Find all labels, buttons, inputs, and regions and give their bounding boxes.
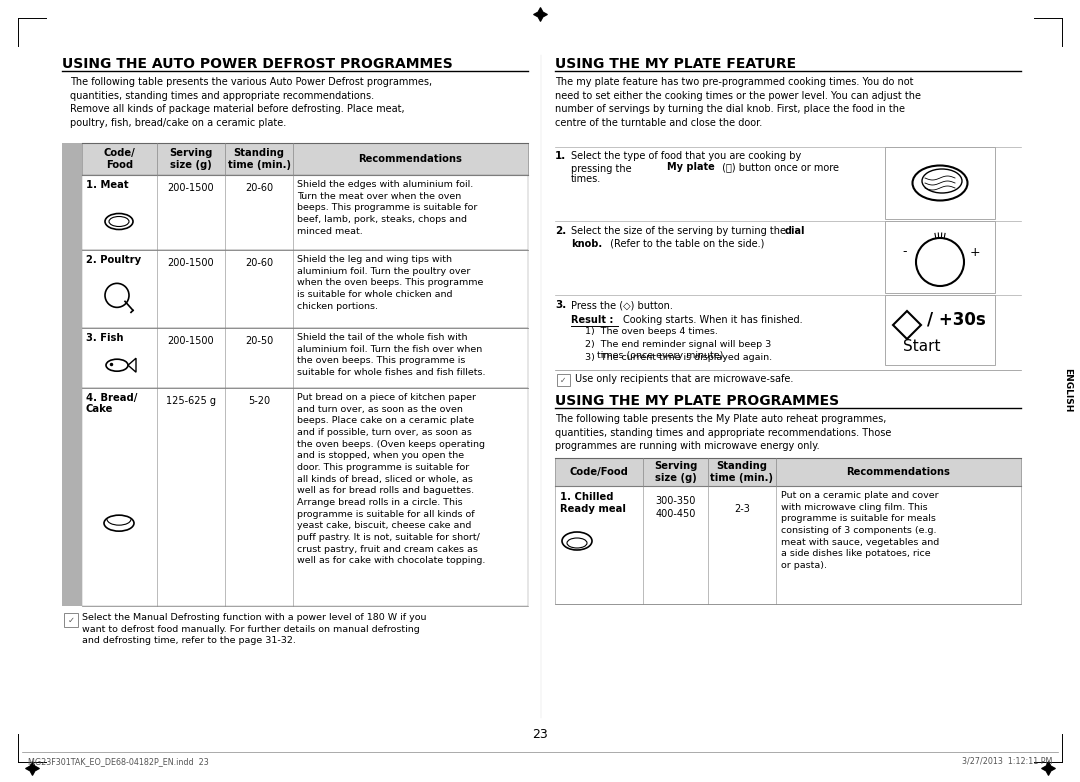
Text: (Refer to the table on the side.): (Refer to the table on the side.) bbox=[607, 239, 765, 249]
Bar bbox=[62, 143, 82, 583]
Text: Result :: Result : bbox=[571, 315, 613, 325]
Text: Press the (◇) button.: Press the (◇) button. bbox=[571, 300, 673, 310]
Text: ✓: ✓ bbox=[559, 375, 566, 385]
Bar bbox=[82, 143, 528, 175]
Text: ENGLISH: ENGLISH bbox=[1064, 368, 1072, 412]
Text: 200-1500: 200-1500 bbox=[167, 336, 214, 346]
Text: USING THE MY PLATE PROGRAMMES: USING THE MY PLATE PROGRAMMES bbox=[555, 394, 839, 408]
Text: Standing
time (min.): Standing time (min.) bbox=[711, 461, 773, 482]
Text: 5-20: 5-20 bbox=[248, 396, 270, 406]
Text: The following table presents the My Plate auto reheat programmes,
quantities, st: The following table presents the My Plat… bbox=[555, 414, 891, 451]
Text: Put on a ceramic plate and cover
with microwave cling film. This
programme is su: Put on a ceramic plate and cover with mi… bbox=[781, 491, 940, 570]
Text: ✓: ✓ bbox=[67, 615, 75, 625]
Bar bbox=[82, 250, 528, 328]
Bar bbox=[555, 458, 1021, 486]
Text: 2.: 2. bbox=[555, 226, 566, 236]
Bar bbox=[82, 328, 528, 388]
Text: 3. Fish: 3. Fish bbox=[86, 333, 123, 343]
Text: Select the Manual Defrosting function with a power level of 180 W if you
want to: Select the Manual Defrosting function wi… bbox=[82, 613, 427, 645]
Text: times.: times. bbox=[571, 174, 602, 184]
Text: 20-60: 20-60 bbox=[245, 258, 273, 268]
Bar bbox=[885, 147, 995, 219]
Text: Cooking starts. When it has finished.: Cooking starts. When it has finished. bbox=[623, 315, 802, 325]
Bar bbox=[82, 388, 528, 606]
Text: Code/
Food: Code/ Food bbox=[104, 149, 135, 170]
Text: 20-60: 20-60 bbox=[245, 183, 273, 193]
Text: Ready meal: Ready meal bbox=[561, 504, 626, 514]
Text: 200-1500: 200-1500 bbox=[167, 183, 214, 193]
Text: -: - bbox=[903, 246, 907, 259]
Text: Code/Food: Code/Food bbox=[569, 467, 629, 477]
Text: USING THE AUTO POWER DEFROST PROGRAMMES: USING THE AUTO POWER DEFROST PROGRAMMES bbox=[62, 57, 453, 71]
Bar bbox=[64, 613, 78, 627]
Text: / +30s: / +30s bbox=[927, 311, 986, 329]
Text: 23: 23 bbox=[532, 728, 548, 741]
Text: 125-625 g: 125-625 g bbox=[166, 396, 216, 406]
Text: USING THE MY PLATE FEATURE: USING THE MY PLATE FEATURE bbox=[555, 57, 796, 71]
Text: Standing
time (min.): Standing time (min.) bbox=[228, 149, 291, 170]
Bar bbox=[82, 175, 528, 250]
Text: Recommendations: Recommendations bbox=[359, 154, 462, 164]
Text: Put bread on a piece of kitchen paper
and turn over, as soon as the oven
beeps. : Put bread on a piece of kitchen paper an… bbox=[297, 393, 485, 565]
Text: 300-350
400-450: 300-350 400-450 bbox=[656, 496, 696, 519]
Text: 3/27/2013  1:12:11 PM: 3/27/2013 1:12:11 PM bbox=[961, 757, 1052, 766]
Text: 3.: 3. bbox=[555, 300, 566, 310]
Text: Serving
size (g): Serving size (g) bbox=[170, 149, 213, 170]
Text: 20-50: 20-50 bbox=[245, 336, 273, 346]
Text: Select the type of food that you are cooking by
pressing the: Select the type of food that you are coo… bbox=[571, 151, 801, 174]
Bar bbox=[62, 143, 82, 606]
Text: Start: Start bbox=[903, 339, 941, 354]
Text: (Ⓜ) button once or more: (Ⓜ) button once or more bbox=[719, 163, 839, 173]
Text: Shield the leg and wing tips with
aluminium foil. Turn the poultry over
when the: Shield the leg and wing tips with alumin… bbox=[297, 255, 484, 310]
Text: knob.: knob. bbox=[571, 239, 603, 249]
Text: 200-1500: 200-1500 bbox=[167, 258, 214, 268]
Text: Use only recipients that are microwave-safe.: Use only recipients that are microwave-s… bbox=[575, 374, 794, 384]
Bar bbox=[557, 374, 570, 386]
Text: My plate: My plate bbox=[667, 163, 715, 173]
Text: MG23F301TAK_EO_DE68-04182P_EN.indd  23: MG23F301TAK_EO_DE68-04182P_EN.indd 23 bbox=[28, 757, 208, 766]
Text: 3)  The current time is displayed again.: 3) The current time is displayed again. bbox=[585, 353, 772, 362]
Text: Shield the tail of the whole fish with
aluminium foil. Turn the fish over when
t: Shield the tail of the whole fish with a… bbox=[297, 333, 486, 377]
Text: 1)  The oven beeps 4 times.: 1) The oven beeps 4 times. bbox=[585, 327, 718, 336]
Text: 2. Poultry: 2. Poultry bbox=[86, 255, 141, 265]
Text: 1. Meat: 1. Meat bbox=[86, 180, 129, 190]
Bar bbox=[885, 295, 995, 365]
Text: dial: dial bbox=[785, 226, 806, 236]
Bar bbox=[555, 486, 1021, 604]
Text: Select the size of the serving by turning the: Select the size of the serving by turnin… bbox=[571, 226, 789, 236]
Text: Shield the edges with aluminium foil.
Turn the meat over when the oven
beeps. Th: Shield the edges with aluminium foil. Tu… bbox=[297, 180, 477, 235]
Text: +: + bbox=[970, 246, 981, 259]
Text: Cake: Cake bbox=[86, 404, 113, 414]
Text: The following table presents the various Auto Power Defrost programmes,
quantiti: The following table presents the various… bbox=[70, 77, 432, 127]
Text: 2)  The end reminder signal will beep 3
    times (once every minute).: 2) The end reminder signal will beep 3 t… bbox=[585, 340, 771, 360]
Text: Recommendations: Recommendations bbox=[847, 467, 950, 477]
Text: Serving
size (g): Serving size (g) bbox=[653, 461, 698, 482]
Text: The my plate feature has two pre-programmed cooking times. You do not
need to se: The my plate feature has two pre-program… bbox=[555, 77, 921, 127]
Bar bbox=[885, 221, 995, 293]
Text: 4. Bread/: 4. Bread/ bbox=[86, 393, 137, 403]
Text: 2-3: 2-3 bbox=[734, 504, 750, 514]
Text: 1.: 1. bbox=[555, 151, 566, 161]
Text: 1. Chilled: 1. Chilled bbox=[561, 492, 613, 502]
